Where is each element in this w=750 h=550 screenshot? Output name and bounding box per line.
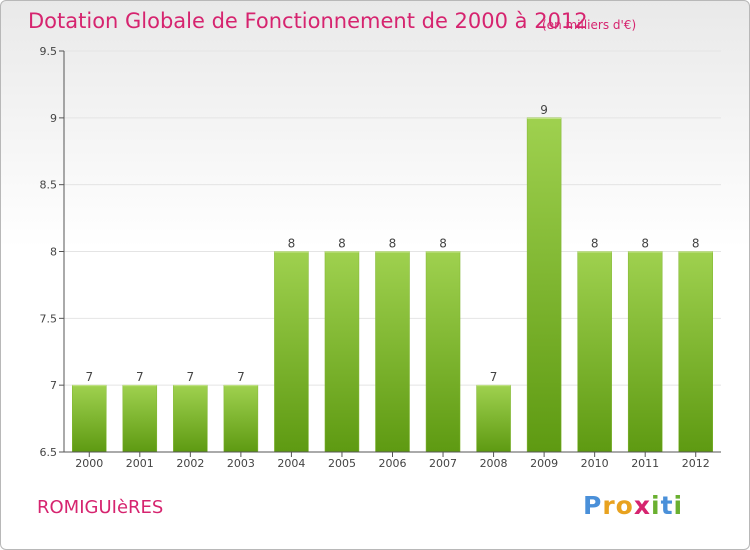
x-tick-label: 2012: [682, 457, 710, 470]
chart-title: Dotation Globale de Fonctionnement de 20…: [28, 9, 588, 33]
x-tick-label: 2002: [176, 457, 204, 470]
x-tick-label: 2007: [429, 457, 457, 470]
value-label: 7: [187, 370, 195, 384]
bar: [173, 384, 208, 453]
logo-letter: i: [651, 491, 661, 520]
value-labels: 7 7 7 7 8 8 8 8 7 9 8 8 8: [85, 103, 699, 384]
value-label: 8: [439, 237, 447, 251]
x-tick-label: 2010: [581, 457, 609, 470]
x-tick-label: 2004: [277, 457, 305, 470]
x-tick-label: 2011: [631, 457, 659, 470]
bar: [375, 251, 410, 453]
bar: [425, 251, 461, 453]
value-label: 8: [288, 237, 296, 251]
bar: [577, 251, 612, 453]
value-label: 8: [389, 237, 397, 251]
x-tick-labels: 2000 2001 2002 2003 2004 2005 2006 2007 2008 2009…: [75, 457, 709, 470]
bar: [476, 384, 511, 453]
x-tick-label: 2009: [530, 457, 558, 470]
logo-letter: P: [583, 491, 603, 520]
value-label: 7: [490, 370, 498, 384]
bar: [72, 384, 107, 453]
y-tick-label: 6.5: [40, 446, 58, 459]
logo-letter: t: [660, 491, 674, 520]
bar: [122, 384, 158, 453]
axes: [59, 50, 721, 457]
logo-letter: x: [633, 491, 651, 520]
value-label: 7: [136, 370, 144, 384]
value-label: 8: [591, 237, 599, 251]
bar: [678, 251, 713, 453]
bar: [627, 251, 663, 453]
bar: [324, 251, 360, 453]
value-label: 8: [338, 237, 346, 251]
x-tick-label: 2005: [328, 457, 356, 470]
bars: [72, 117, 713, 453]
x-tick-label: 2006: [379, 457, 407, 470]
y-tick-label: 7: [50, 379, 57, 392]
bar: [274, 251, 309, 453]
value-label: 7: [237, 370, 245, 384]
logo-letter: o: [615, 491, 634, 520]
bar: [526, 117, 562, 453]
bar: [223, 384, 259, 453]
y-tick-label: 7.5: [40, 312, 58, 325]
value-label: 8: [692, 237, 700, 251]
chart-subtitle: (en milliers d'€): [542, 18, 637, 32]
y-tick-label: 8: [50, 246, 57, 259]
y-tick-label: 9: [50, 112, 57, 125]
x-tick-label: 2003: [227, 457, 255, 470]
logo-letter: i: [673, 491, 684, 520]
value-label: 8: [641, 237, 649, 251]
y-tick-labels: 6.5 7 7.5 8 8.5 9 9.5: [40, 45, 58, 459]
x-tick-label: 2008: [480, 457, 508, 470]
proxiti-logo[interactable]: Proxiti: [583, 491, 683, 520]
y-tick-label: 8.5: [40, 179, 58, 192]
logo-letter: r: [602, 491, 616, 520]
value-label: 9: [540, 103, 548, 117]
value-label: 7: [85, 370, 93, 384]
x-tick-label: 2000: [75, 457, 103, 470]
commune-name: ROMIGUIèRES: [37, 497, 164, 518]
y-tick-label: 9.5: [40, 45, 58, 58]
x-tick-label: 2001: [126, 457, 154, 470]
